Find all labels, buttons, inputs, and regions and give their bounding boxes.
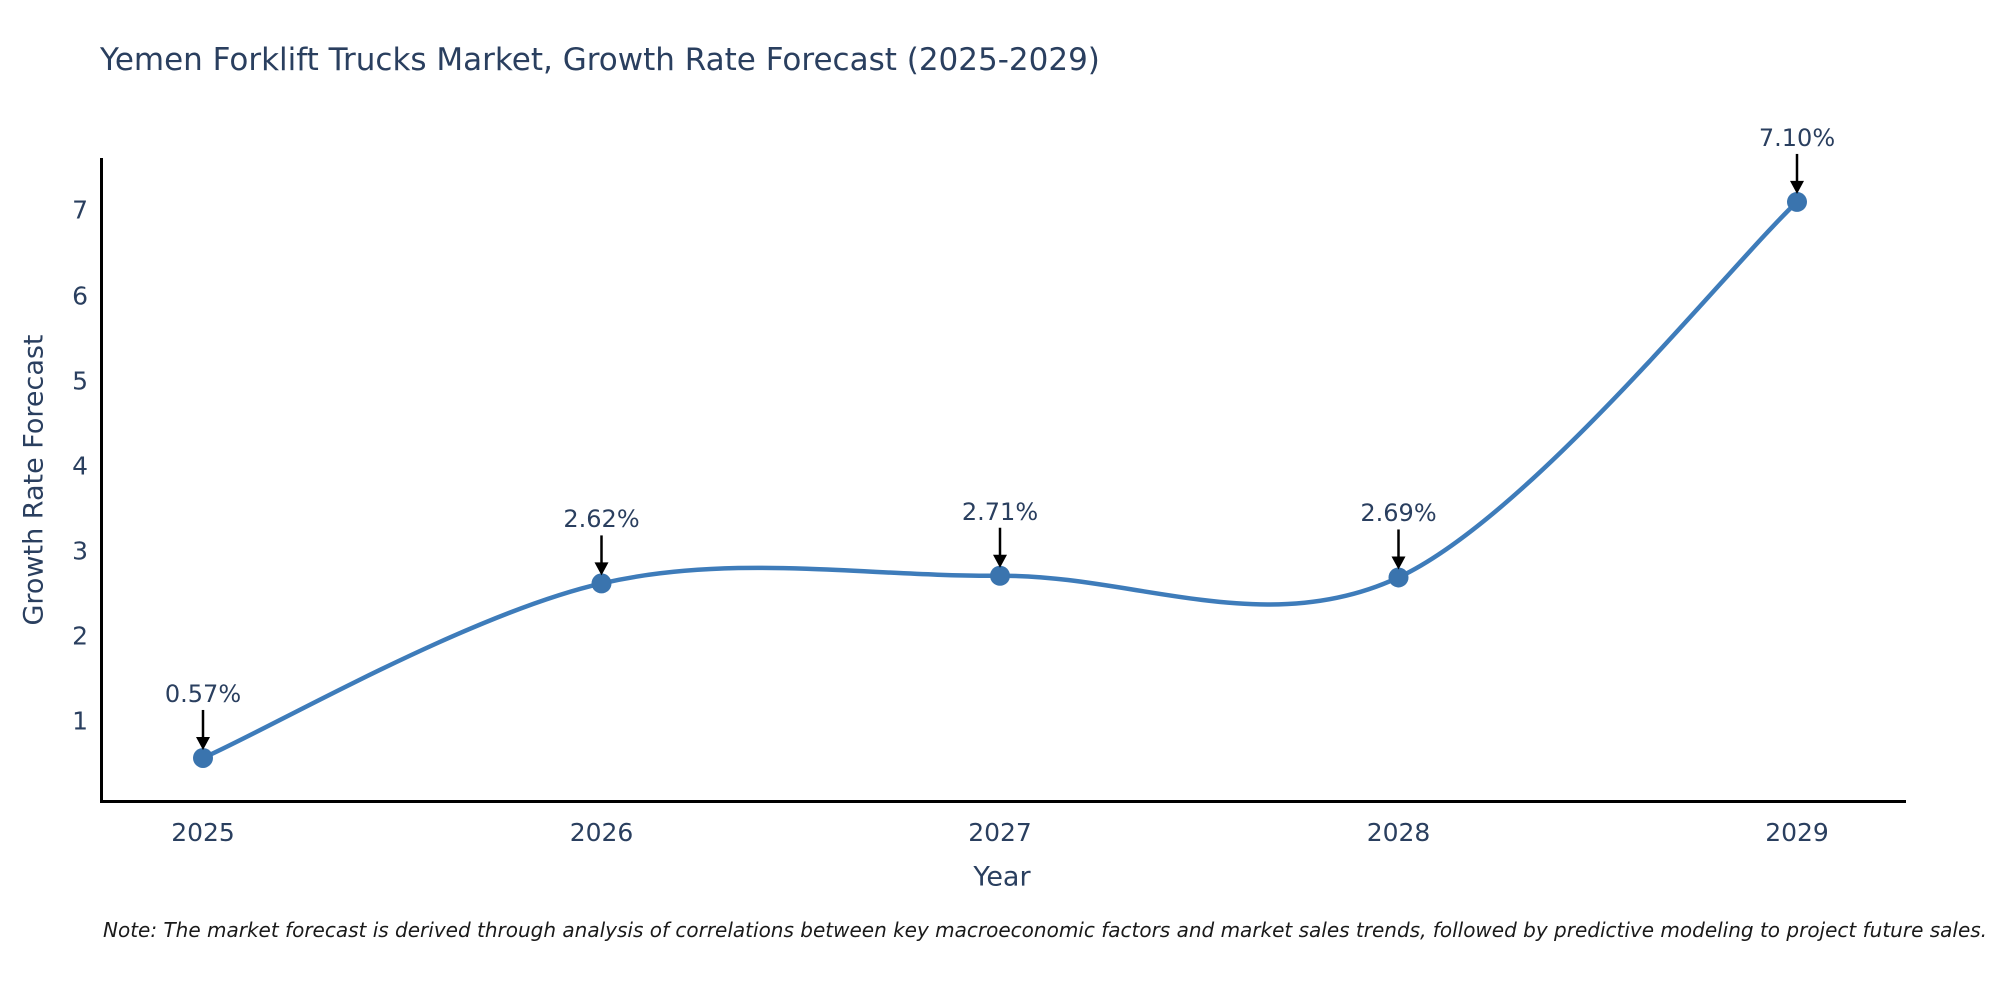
series-group bbox=[193, 191, 1807, 768]
data-point-marker bbox=[193, 747, 213, 768]
chart-title: Yemen Forklift Trucks Market, Growth Rat… bbox=[100, 42, 1100, 78]
y-tick-label: 5 bbox=[72, 366, 88, 396]
data-point-marker bbox=[1787, 191, 1807, 212]
data-point-marker bbox=[591, 573, 612, 594]
point-annotation-label: 2.71% bbox=[961, 497, 1039, 526]
y-tick-label: 3 bbox=[72, 536, 88, 566]
annotation-arrowhead bbox=[1391, 556, 1406, 570]
x-tick-label: 2025 bbox=[171, 818, 235, 847]
series-line bbox=[202, 200, 1799, 761]
annotation-arrowhead bbox=[1790, 180, 1804, 194]
y-tick-label: 2 bbox=[72, 621, 88, 651]
x-tick-label: 2027 bbox=[968, 818, 1032, 847]
annotation-arrowhead bbox=[993, 554, 1007, 568]
y-tick-label: 6 bbox=[72, 281, 88, 311]
data-point-marker bbox=[1388, 567, 1409, 588]
point-annotation-label: 7.10% bbox=[1758, 123, 1836, 152]
x-axis-title: Year bbox=[973, 861, 1031, 893]
y-tick-label: 7 bbox=[72, 195, 88, 225]
point-annotation-label: 0.57% bbox=[164, 679, 242, 708]
annotation-arrowhead bbox=[196, 736, 210, 750]
data-point-marker bbox=[990, 565, 1010, 586]
x-tick-label: 2026 bbox=[569, 818, 634, 847]
footnote: Note: The market forecast is derived thr… bbox=[103, 918, 1988, 942]
y-tick-label: 1 bbox=[72, 706, 88, 736]
x-tick-label: 2029 bbox=[1765, 818, 1829, 847]
y-tick-label: 4 bbox=[72, 451, 88, 481]
point-annotation-label: 2.69% bbox=[1360, 499, 1437, 528]
annotation-arrowhead bbox=[594, 562, 609, 576]
annotation-arrows bbox=[196, 153, 1804, 750]
x-tick-label: 2028 bbox=[1366, 818, 1431, 847]
point-annotation-label: 2.62% bbox=[563, 505, 640, 534]
